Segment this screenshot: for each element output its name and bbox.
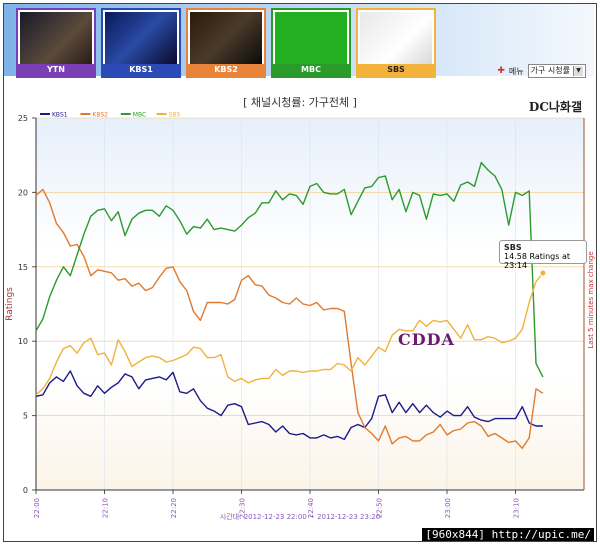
x-tick-label: 22:20: [170, 498, 178, 518]
series-line-mbc: [35, 161, 544, 378]
cdda-annotation: CDDA: [398, 330, 455, 349]
tooltip-series: SBS: [504, 243, 522, 252]
watermark: DC나화갤: [528, 100, 582, 114]
channel-label: YTN: [18, 64, 94, 76]
channel-thumb-mbc[interactable]: MBC: [271, 8, 351, 78]
chevron-down-icon[interactable]: ▼: [573, 66, 583, 76]
channel-bar: YTN KBS1 KBS2 MBC SBS ✚ 메뉴 가구 시청률 ▼: [4, 4, 594, 78]
x-tick-label: 23:10: [513, 498, 521, 518]
x-tick-label: 22:00: [33, 498, 41, 518]
x-tick-label: 22:50: [376, 498, 384, 518]
series-line-kbs2: [35, 188, 544, 449]
tooltip-text: 14.58 Ratings at 23:14: [504, 252, 570, 270]
menu-icon[interactable]: ✚: [497, 66, 505, 76]
highlight-point: [539, 269, 547, 277]
y-tick-label: 5: [23, 412, 28, 421]
legend-label-kbs1: KBS1: [52, 112, 68, 119]
footer-source: [960x844] http://upic.me/: [422, 528, 594, 541]
channel-preview-image: [105, 12, 177, 64]
channel-preview-image: [275, 12, 347, 64]
channel-thumb-sbs[interactable]: SBS: [356, 8, 436, 78]
series-line-kbs1: [35, 370, 543, 441]
y-axis-label: Ratings: [5, 287, 15, 321]
channel-thumb-kbs1[interactable]: KBS1: [101, 8, 181, 78]
rating-type-value: 가구 시청률: [530, 66, 570, 75]
legend-label-sbs: SBS: [169, 112, 181, 119]
rating-type-select[interactable]: 가구 시청률 ▼: [527, 64, 586, 78]
x-tick-label: 22:10: [102, 498, 110, 518]
x-tick-label: 22:30: [239, 498, 247, 518]
channel-label: KBS1: [103, 64, 179, 76]
menu-area: ✚ 메뉴 가구 시청률 ▼: [497, 64, 586, 78]
channel-label: MBC: [273, 64, 349, 76]
channel-label: SBS: [358, 64, 434, 76]
legend-label-mbc: MBC: [133, 112, 146, 119]
y-tick-label: 25: [18, 114, 28, 123]
y-tick-label: 0: [23, 486, 28, 495]
x-tick-label: 23:00: [444, 498, 452, 518]
channel-thumb-ytn[interactable]: YTN: [16, 8, 96, 78]
channel-preview-image: [20, 12, 92, 64]
y-tick-label: 15: [18, 263, 28, 272]
chart-title: [ 채널시청률: 가구전체 ]: [243, 96, 357, 109]
data-tooltip: SBS 14.58 Ratings at 23:14: [499, 240, 587, 270]
menu-label[interactable]: 메뉴: [508, 66, 524, 76]
channel-preview-image: [360, 12, 432, 64]
x-tick-label: 22:40: [307, 498, 315, 518]
channel-thumb-kbs2[interactable]: KBS2: [186, 8, 266, 78]
x-axis-label: 시간대: 2012-12-23 22:00 ~ 2012-12-23 23:20: [220, 512, 380, 521]
legend-label-kbs2: KBS2: [92, 112, 108, 119]
channel-label: KBS2: [188, 64, 264, 76]
channel-preview-image: [190, 12, 262, 64]
series-line-sbs: [35, 272, 544, 396]
y2-axis-label: Last 5 minutes max change: [587, 251, 595, 348]
y-tick-label: 20: [18, 188, 28, 197]
y-tick-label: 10: [18, 337, 28, 346]
